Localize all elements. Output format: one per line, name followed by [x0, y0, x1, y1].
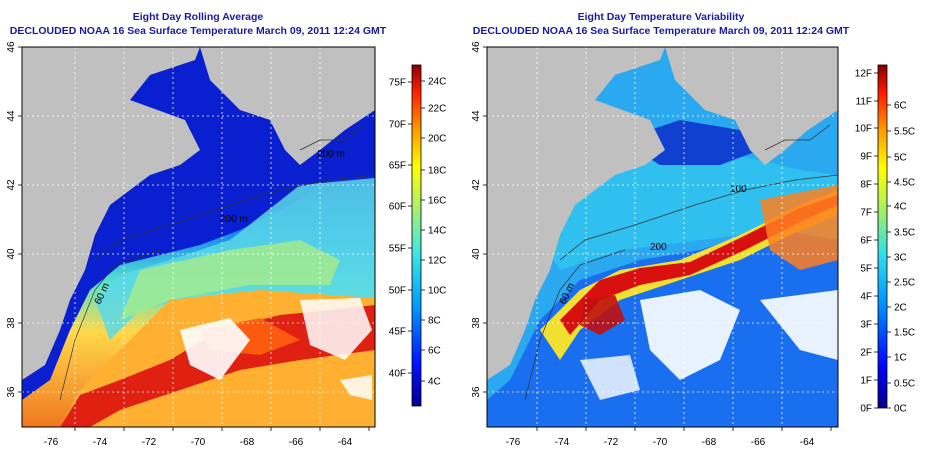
lon-tick-label: -66: [751, 437, 766, 448]
colorbar-celsius-label: 16C: [428, 196, 446, 207]
colorbar-celsius-label: 12C: [428, 256, 446, 267]
colorbar-celsius-label: 2C: [894, 303, 907, 314]
colorbar-fahrenheit-label: 12F: [855, 69, 872, 80]
colorbar-fahrenheit-label: 10F: [855, 124, 872, 135]
colorbar-fahrenheit-label: 3F: [860, 320, 872, 331]
colorbar-celsius-label: 10C: [428, 286, 446, 297]
lon-tick-label: -68: [240, 437, 255, 448]
lat-tick-label: 46: [6, 41, 17, 53]
lat-tick-label: 36: [6, 386, 17, 398]
left-lat-axis: 36 38 40 42 44 46: [6, 41, 22, 398]
lon-tick-label: -70: [653, 437, 668, 448]
left-contour-label-1: 200 m: [317, 149, 345, 160]
right-map: 100 200 60 m: [487, 47, 838, 427]
lon-tick-label: -76: [44, 437, 59, 448]
colorbar-fahrenheit-label: 6F: [860, 236, 872, 247]
left-map: 200 m 200 m 60 m: [22, 47, 375, 427]
lon-tick-label: -76: [506, 437, 521, 448]
colorbar-celsius-label: 20C: [428, 134, 446, 145]
colorbar-celsius-label: 6C: [428, 346, 441, 357]
colorbar-celsius-label: 0C: [894, 404, 907, 415]
lat-tick-label: 38: [6, 317, 17, 329]
lat-tick-label: 44: [471, 110, 482, 122]
colorbar-fahrenheit-label: 8F: [860, 180, 872, 191]
colorbar-fahrenheit-label: 0F: [860, 404, 872, 415]
left-colorbar-fahrenheit-scale: 75F 70F 65F 60F 55F 50F 45F 40F: [389, 78, 412, 380]
left-title-line1: Eight Day Rolling Average: [133, 11, 264, 23]
right-contour-label-1: 100: [730, 184, 747, 195]
right-lat-axis: 36 38 40 42 44 46: [471, 41, 487, 398]
colorbar-celsius-label: 5.5C: [894, 127, 915, 138]
right-panel: Eight Day Temperature Variability DECLOU…: [471, 11, 915, 448]
left-panel: Eight Day Rolling Average DECLOUDED NOAA…: [6, 11, 446, 448]
lat-tick-label: 40: [471, 248, 482, 260]
colorbar-celsius-label: 4.5C: [894, 178, 915, 189]
colorbar-fahrenheit-label: 70F: [389, 120, 406, 131]
right-title-line1: Eight Day Temperature Variability: [578, 11, 745, 23]
colorbar-celsius-label: 14C: [428, 226, 446, 237]
lat-tick-label: 44: [6, 110, 17, 122]
right-contour-label-2: 200: [650, 242, 667, 253]
colorbar-fahrenheit-label: 65F: [389, 161, 406, 172]
colorbar-fahrenheit-label: 40F: [389, 369, 406, 380]
colorbar-celsius-label: 18C: [428, 166, 446, 177]
colorbar-celsius-label: 6C: [894, 101, 907, 112]
colorbar-celsius-label: 4C: [894, 202, 907, 213]
colorbar-fahrenheit-label: 50F: [389, 286, 406, 297]
lon-tick-label: -72: [142, 437, 157, 448]
left-colorbar-celsius-scale: 24C 22C 20C 18C 16C 14C 12C 10C 8C 6C 4C: [421, 77, 446, 388]
lon-tick-label: -66: [289, 437, 304, 448]
colorbar-celsius-label: 8C: [428, 316, 441, 327]
colorbar-celsius-label: 24C: [428, 77, 446, 88]
colorbar-fahrenheit-label: 9F: [860, 152, 872, 163]
lon-tick-label: -70: [191, 437, 206, 448]
left-contour-label-2: 200 m: [220, 214, 248, 225]
lat-tick-label: 40: [6, 248, 17, 260]
colorbar-celsius-label: 2.5C: [894, 278, 915, 289]
colorbar-fahrenheit-label: 11F: [856, 97, 873, 108]
colorbar-fahrenheit-label: 75F: [389, 78, 406, 89]
colorbar-celsius-label: 0.5C: [894, 379, 915, 390]
colorbar-celsius-label: 4C: [428, 377, 441, 388]
colorbar-fahrenheit-label: 4F: [860, 292, 872, 303]
lat-tick-label: 38: [471, 317, 482, 329]
colorbar-celsius-label: 3C: [894, 253, 907, 264]
lat-tick-label: 36: [471, 386, 482, 398]
left-colorbar: [411, 64, 422, 407]
colorbar-fahrenheit-label: 45F: [389, 327, 406, 338]
lat-tick-label: 42: [6, 179, 17, 191]
lon-tick-label: -74: [555, 437, 570, 448]
lon-tick-label: -64: [800, 437, 815, 448]
colorbar-celsius-label: 1.5C: [894, 328, 915, 339]
right-colorbar-celsius-scale: 6C 5.5C 5C 4.5C 4C 3.5C 3C 2.5C 2C 1.5C 1C 0.5C 0C: [887, 101, 915, 415]
colorbar-fahrenheit-label: 5F: [860, 264, 872, 275]
lon-tick-label: -64: [338, 437, 353, 448]
left-lon-axis: -76 -74 -72 -70 -68 -66 -64: [44, 427, 370, 448]
lon-tick-label: -74: [93, 437, 108, 448]
lat-tick-label: 46: [471, 41, 482, 53]
right-lon-axis: -76 -74 -72 -70 -68 -66 -64: [506, 427, 832, 448]
lat-tick-label: 42: [471, 179, 482, 191]
right-colorbar: [877, 64, 888, 409]
colorbar-fahrenheit-label: 55F: [389, 244, 406, 255]
colorbar-celsius-label: 22C: [428, 104, 446, 115]
colorbar-celsius-label: 1C: [894, 353, 907, 364]
left-title-line2: DECLOUDED NOAA 16 Sea Surface Temperatur…: [10, 25, 387, 37]
lon-tick-label: -72: [604, 437, 619, 448]
right-colorbar-fahrenheit-scale: 12F 11F 10F 9F 8F 7F 6F 5F 4F 3F 2F 1F 0F: [855, 69, 878, 415]
right-title-line2: DECLOUDED NOAA 16 Sea Surface Temperatur…: [473, 25, 850, 37]
lon-tick-label: -68: [702, 437, 717, 448]
colorbar-celsius-label: 5C: [894, 153, 907, 164]
colorbar-fahrenheit-label: 7F: [860, 208, 872, 219]
colorbar-celsius-label: 3.5C: [894, 228, 915, 239]
colorbar-fahrenheit-label: 2F: [860, 348, 872, 359]
colorbar-fahrenheit-label: 60F: [389, 202, 406, 213]
colorbar-fahrenheit-label: 1F: [860, 376, 872, 387]
